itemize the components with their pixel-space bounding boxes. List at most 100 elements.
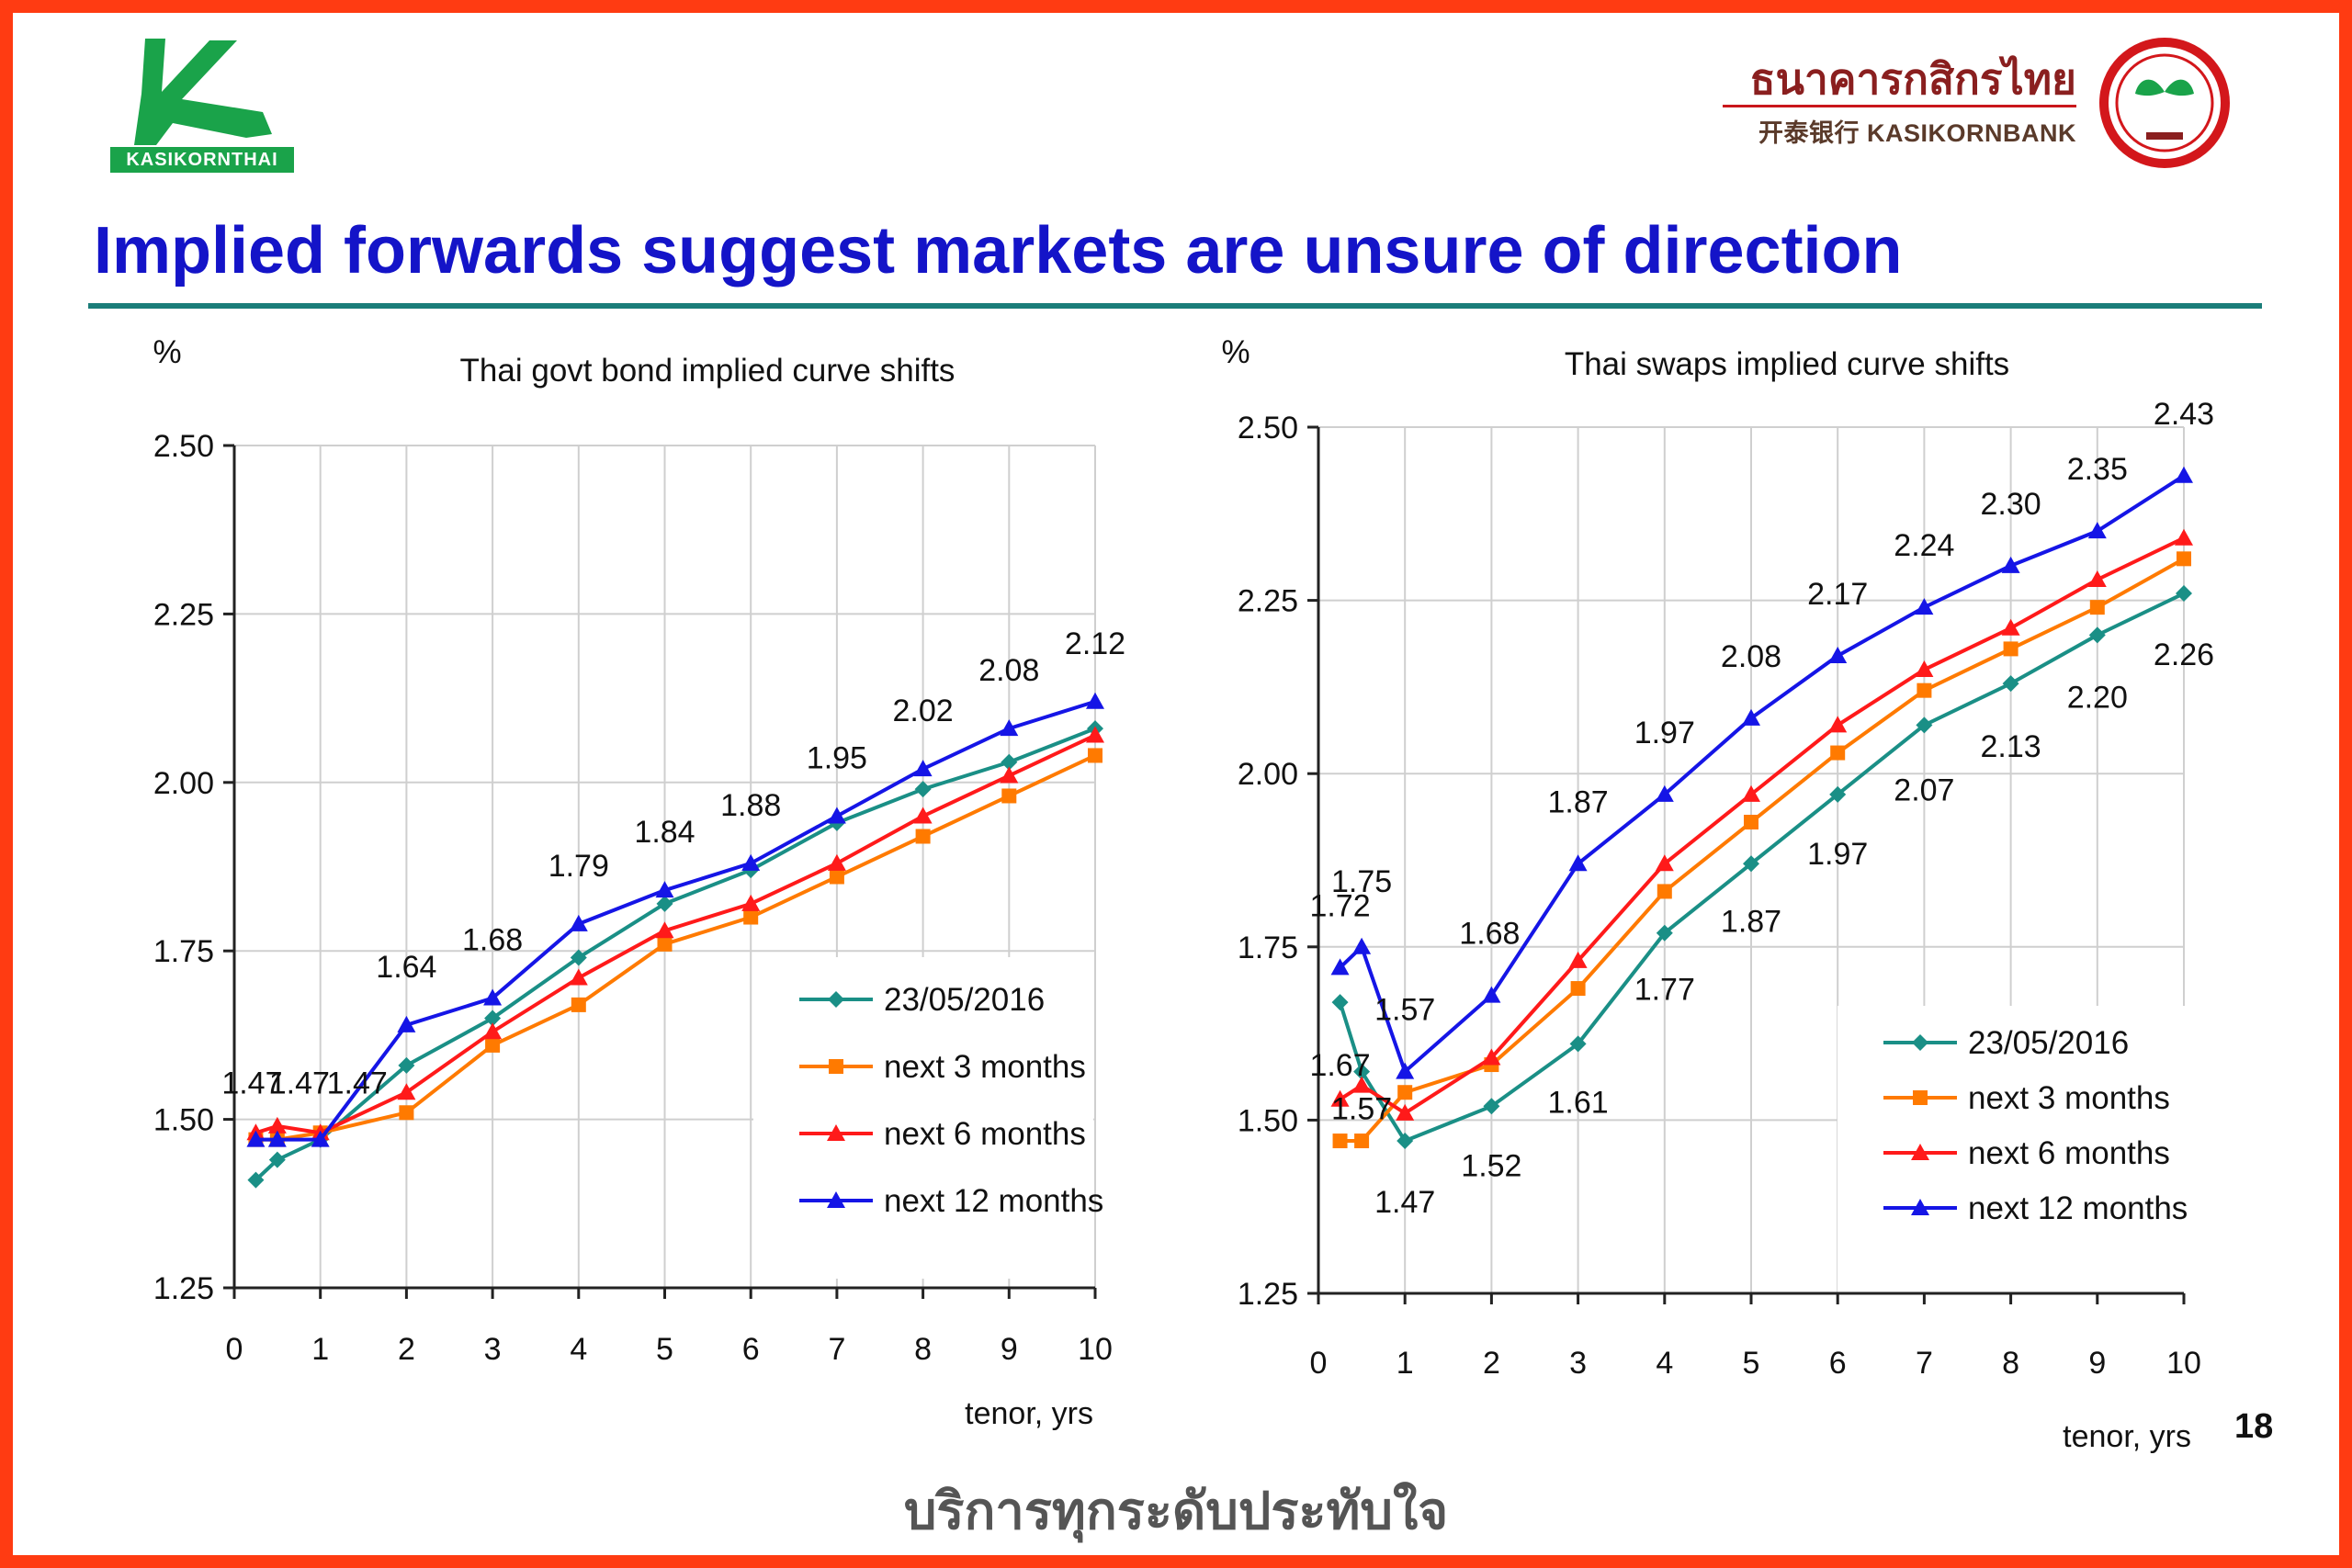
data-point bbox=[1482, 1048, 1501, 1066]
series-line bbox=[254, 733, 1096, 1135]
x-tick-label: 1 bbox=[1396, 1346, 1414, 1381]
y-tick-label: 1.50 bbox=[153, 1103, 214, 1138]
data-point bbox=[267, 1116, 287, 1134]
data-point bbox=[1917, 682, 1932, 698]
kbank-emblem-icon bbox=[2099, 38, 2230, 168]
data-point bbox=[655, 921, 674, 939]
data-label: 2.08 bbox=[1721, 639, 1781, 674]
legend-label: next 6 months bbox=[884, 1116, 1086, 1152]
data-label: 1.47 bbox=[1374, 1185, 1435, 1220]
data-point bbox=[483, 988, 503, 1006]
data-label: 1.79 bbox=[548, 849, 609, 884]
data-point bbox=[1330, 958, 1350, 976]
k-mark-icon bbox=[134, 39, 272, 145]
data-label: 1.64 bbox=[376, 950, 436, 985]
data-point bbox=[397, 1015, 416, 1032]
x-tick-label: 7 bbox=[828, 1332, 845, 1367]
data-point bbox=[1000, 719, 1019, 737]
legend-marker bbox=[1912, 1034, 1928, 1051]
data-point bbox=[1828, 646, 1848, 663]
y-tick-label: 1.75 bbox=[1238, 931, 1298, 965]
data-point bbox=[827, 807, 846, 824]
data-point bbox=[1828, 716, 1848, 733]
data-point bbox=[2177, 551, 2191, 567]
x-tick-label: 0 bbox=[226, 1332, 243, 1367]
y-tick-label: 2.25 bbox=[153, 597, 214, 632]
data-label: 1.47 bbox=[269, 1066, 330, 1101]
data-point bbox=[1916, 716, 1933, 734]
x-tick-label: 2 bbox=[398, 1332, 415, 1367]
data-label: 1.88 bbox=[720, 788, 781, 823]
legend-label: next 12 months bbox=[1968, 1190, 2188, 1226]
y-tick-label: 2.50 bbox=[1238, 411, 1298, 446]
data-point bbox=[1744, 815, 1758, 830]
data-point bbox=[398, 1056, 415, 1074]
legend-marker bbox=[1911, 1144, 1929, 1160]
y-axis-unit: % bbox=[153, 334, 181, 370]
series-0 bbox=[1331, 585, 2192, 1150]
data-point bbox=[1570, 981, 1586, 997]
x-tick-label: 3 bbox=[1569, 1346, 1587, 1381]
legend-marker bbox=[1913, 1090, 1928, 1105]
series-line bbox=[1339, 474, 2186, 1076]
data-point bbox=[1396, 1133, 1414, 1150]
data-point bbox=[1397, 1085, 1413, 1100]
data-point bbox=[915, 829, 931, 844]
data-point bbox=[1088, 748, 1102, 763]
y-tick-label: 2.25 bbox=[1238, 584, 1298, 619]
data-point bbox=[1396, 1103, 1415, 1121]
y-tick-label: 2.00 bbox=[153, 766, 214, 801]
data-label: 1.68 bbox=[462, 923, 523, 958]
data-point bbox=[741, 853, 761, 871]
data-label: 1.61 bbox=[1548, 1085, 1609, 1120]
data-label: 1.67 bbox=[1309, 1048, 1370, 1083]
x-tick-label: 10 bbox=[1078, 1332, 1113, 1367]
data-point bbox=[571, 997, 586, 1012]
data-point bbox=[1915, 598, 1934, 615]
data-point bbox=[1353, 1063, 1371, 1080]
data-point bbox=[1742, 784, 1760, 802]
data-point bbox=[246, 1130, 266, 1147]
legend-marker bbox=[827, 1124, 845, 1141]
y-tick-label: 1.25 bbox=[153, 1271, 214, 1306]
data-point bbox=[2176, 585, 2192, 603]
data-point bbox=[1655, 854, 1674, 872]
series-2 bbox=[1330, 528, 2193, 1121]
swaps-chart: Thai swaps implied curve shifts% 1.25 1.50… bbox=[1221, 334, 2214, 1454]
data-point bbox=[2087, 570, 2107, 587]
data-label: 1.75 bbox=[1331, 864, 1392, 899]
data-label: 2.02 bbox=[893, 694, 954, 728]
series-3 bbox=[1330, 466, 2193, 1079]
data-point bbox=[2089, 600, 2105, 615]
x-tick-label: 5 bbox=[1743, 1346, 1760, 1381]
bank-name-thai: ธนาคารกสิกรไทย bbox=[1749, 54, 2076, 104]
x-tick-label: 10 bbox=[2166, 1346, 2201, 1381]
data-point bbox=[1742, 708, 1760, 726]
x-tick-label: 7 bbox=[1916, 1346, 1933, 1381]
data-point bbox=[484, 1010, 502, 1027]
data-label: 1.47 bbox=[221, 1066, 282, 1101]
data-label: 2.07 bbox=[1894, 773, 1954, 807]
data-point bbox=[1354, 1134, 1370, 1149]
x-tick-label: 2 bbox=[1483, 1346, 1500, 1381]
legend-marker bbox=[829, 1059, 843, 1074]
data-point bbox=[1483, 1098, 1500, 1115]
data-label: 2.26 bbox=[2154, 637, 2214, 672]
series-line bbox=[1339, 536, 2185, 1116]
data-label: 1.97 bbox=[1634, 716, 1695, 750]
x-tick-label: 8 bbox=[914, 1332, 932, 1367]
data-point bbox=[1330, 1089, 1350, 1107]
slide-title: Implied forwards suggest markets are uns… bbox=[94, 214, 1903, 288]
data-point bbox=[1086, 726, 1104, 743]
data-point bbox=[1568, 951, 1588, 968]
data-label: 1.87 bbox=[1548, 784, 1609, 819]
data-point bbox=[1743, 855, 1759, 873]
x-tick-label: 9 bbox=[2088, 1346, 2106, 1381]
data-label: 2.35 bbox=[2067, 452, 2128, 487]
series-line bbox=[1340, 557, 2185, 1144]
legend-marker bbox=[827, 1191, 845, 1208]
data-label: 2.24 bbox=[1894, 528, 1954, 563]
data-point bbox=[268, 1151, 286, 1168]
data-point bbox=[1086, 692, 1104, 709]
